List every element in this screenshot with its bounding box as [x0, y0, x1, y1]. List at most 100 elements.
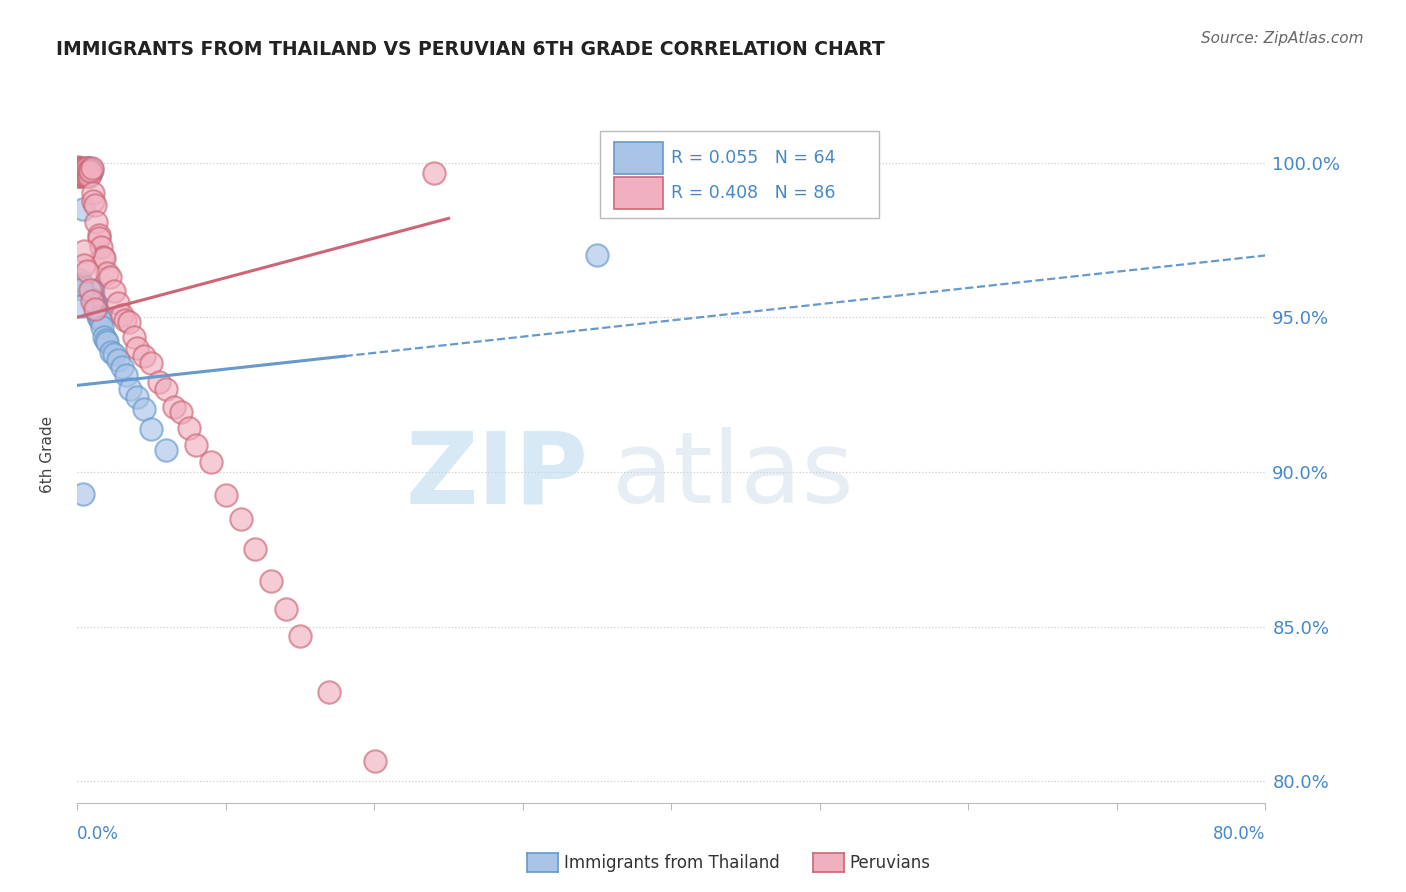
Point	[69, 163, 91, 178]
Point	[90, 240, 112, 254]
Point	[103, 347, 125, 361]
Point	[96, 266, 118, 280]
Point	[72, 487, 94, 501]
Point	[69, 163, 91, 178]
FancyBboxPatch shape	[614, 177, 664, 209]
Text: R = 0.055   N = 64: R = 0.055 N = 64	[672, 149, 835, 167]
Point	[69, 165, 91, 179]
Point	[114, 312, 136, 326]
Point	[67, 161, 90, 175]
Point	[72, 167, 94, 181]
Point	[229, 512, 252, 526]
Point	[72, 166, 94, 180]
Point	[77, 169, 100, 184]
Point	[69, 169, 91, 184]
Point	[69, 165, 91, 179]
Point	[82, 284, 104, 298]
Point	[70, 162, 93, 177]
Point	[75, 162, 97, 177]
Point	[67, 169, 90, 183]
Point	[67, 161, 90, 175]
Point	[125, 390, 148, 404]
Point	[67, 161, 90, 176]
Point	[70, 299, 93, 313]
Point	[84, 298, 107, 312]
Point	[77, 167, 100, 181]
Point	[69, 162, 91, 177]
Point	[73, 167, 96, 181]
Point	[67, 163, 90, 178]
Point	[79, 165, 101, 179]
Point	[96, 335, 118, 350]
Point	[75, 169, 97, 183]
Point	[67, 164, 90, 178]
Point	[69, 167, 91, 181]
Point	[67, 162, 90, 177]
Point	[118, 382, 141, 396]
FancyBboxPatch shape	[600, 131, 879, 219]
Point	[69, 169, 91, 183]
Point	[274, 601, 297, 615]
Point	[70, 165, 93, 179]
Point	[76, 264, 98, 278]
Point	[72, 161, 94, 176]
Point	[67, 167, 90, 181]
Point	[69, 167, 91, 181]
Point	[70, 167, 93, 181]
Point	[70, 168, 93, 182]
Point	[93, 330, 115, 344]
Point	[82, 194, 104, 209]
Point	[70, 166, 93, 180]
Point	[73, 162, 96, 177]
Point	[79, 162, 101, 177]
Point	[162, 401, 184, 415]
Point	[84, 197, 107, 211]
Point	[72, 168, 94, 182]
Point	[72, 202, 94, 216]
Point	[72, 163, 94, 178]
Point	[69, 165, 91, 179]
Point	[69, 273, 91, 287]
Point	[76, 161, 98, 176]
FancyBboxPatch shape	[614, 142, 664, 174]
Point	[76, 161, 98, 176]
Point	[75, 163, 97, 178]
Point	[132, 349, 155, 363]
Point	[72, 161, 94, 176]
Point	[423, 166, 446, 180]
Point	[139, 422, 162, 436]
Point	[155, 442, 177, 457]
Text: R = 0.408   N = 86: R = 0.408 N = 86	[672, 184, 835, 202]
Point	[89, 231, 111, 245]
Point	[118, 315, 141, 329]
Text: 80.0%: 80.0%	[1213, 825, 1265, 843]
Point	[72, 282, 94, 296]
Point	[77, 164, 100, 178]
Point	[75, 162, 97, 177]
Point	[100, 345, 122, 359]
Point	[124, 330, 146, 344]
Point	[70, 164, 93, 178]
Point	[69, 169, 91, 183]
Point	[80, 294, 103, 309]
Point	[82, 163, 104, 178]
Point	[148, 376, 170, 390]
Point	[89, 311, 111, 326]
Text: 6th Grade: 6th Grade	[41, 417, 55, 493]
Point	[111, 308, 134, 322]
Point	[89, 227, 111, 242]
Point	[260, 574, 283, 588]
Point	[72, 162, 94, 177]
Point	[77, 161, 100, 176]
Point	[141, 356, 163, 370]
Point	[170, 405, 193, 419]
Text: ZIP: ZIP	[405, 427, 588, 524]
Point	[79, 164, 101, 178]
Point	[67, 165, 90, 179]
Point	[73, 165, 96, 179]
Point	[290, 629, 312, 643]
Point	[72, 166, 94, 180]
Point	[107, 352, 129, 367]
Point	[200, 455, 222, 469]
Point	[80, 283, 103, 297]
